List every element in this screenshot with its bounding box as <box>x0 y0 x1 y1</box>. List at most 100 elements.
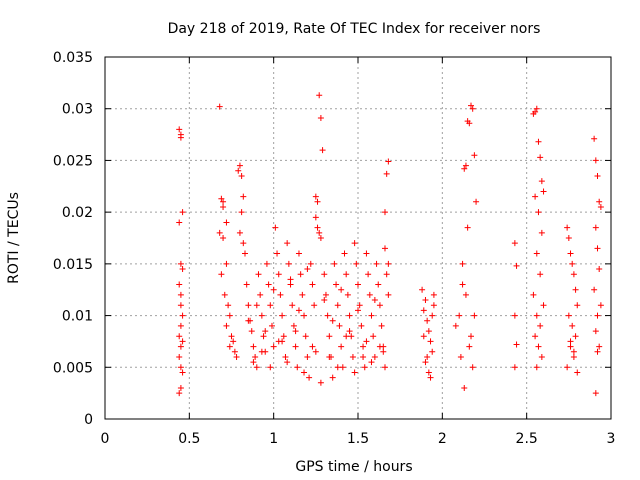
data-point <box>245 302 252 309</box>
data-point <box>592 224 599 231</box>
data-point <box>511 364 518 371</box>
data-point <box>567 338 574 345</box>
data-point <box>596 266 603 273</box>
data-point <box>177 260 184 267</box>
y-tick-label: 0.025 <box>53 153 93 169</box>
data-point <box>301 312 308 319</box>
data-point <box>334 364 341 371</box>
data-point <box>314 198 321 205</box>
data-point <box>253 364 260 371</box>
data-point <box>216 229 223 236</box>
data-point <box>361 364 368 371</box>
data-point <box>322 291 329 298</box>
data-point <box>381 245 388 252</box>
data-point <box>378 322 385 329</box>
data-point <box>220 203 227 210</box>
data-point <box>226 343 233 350</box>
tick-layer: 0 0.5 1 1.5 2 2.5 3 0 0.005 0.01 0.015 0.02 0.025 0.0… <box>53 50 616 447</box>
data-point <box>422 297 429 304</box>
data-point <box>176 281 183 288</box>
data-point <box>341 250 348 257</box>
data-point <box>238 172 245 179</box>
data-point <box>456 312 463 319</box>
data-point <box>334 302 341 309</box>
data-point <box>537 322 544 329</box>
data-point <box>349 353 356 360</box>
data-point <box>597 203 604 210</box>
data-point <box>538 353 545 360</box>
data-point <box>385 260 392 267</box>
data-point <box>459 260 466 267</box>
data-point <box>262 328 269 335</box>
data-point <box>356 302 363 309</box>
x-axis-label: GPS time / hours <box>295 459 412 475</box>
data-point <box>511 240 518 247</box>
data-point <box>567 250 574 257</box>
y-axis-label: ROTI / TECUs <box>6 192 22 284</box>
data-point <box>351 240 358 247</box>
data-point <box>427 338 434 345</box>
data-point <box>309 281 316 288</box>
data-point <box>592 157 599 164</box>
data-point <box>258 312 265 319</box>
data-point <box>473 198 480 205</box>
data-point <box>282 353 289 360</box>
data-point <box>236 162 243 169</box>
y-tick-label: 0 <box>84 412 93 428</box>
data-point <box>260 333 267 340</box>
data-point <box>299 291 306 298</box>
x-tick-label: 1.5 <box>347 431 369 447</box>
data-point <box>427 374 434 381</box>
data-point <box>177 134 184 141</box>
data-point <box>381 209 388 216</box>
data-point <box>312 193 319 200</box>
data-point <box>295 250 302 257</box>
data-point <box>257 291 264 298</box>
data-point <box>429 312 436 319</box>
data-point <box>250 359 257 366</box>
data-point <box>462 291 469 298</box>
data-point <box>301 369 308 376</box>
data-point <box>225 302 232 309</box>
data-point <box>267 302 274 309</box>
data-point <box>358 322 365 329</box>
data-point <box>253 302 260 309</box>
data-point <box>250 343 257 350</box>
data-point <box>176 390 183 397</box>
data-point <box>570 271 577 278</box>
data-point <box>336 322 343 329</box>
data-point <box>540 188 547 195</box>
data-point <box>312 214 319 221</box>
data-point <box>363 250 370 257</box>
data-point <box>319 147 326 154</box>
data-point <box>218 195 225 202</box>
data-point <box>538 229 545 236</box>
data-point <box>238 209 245 216</box>
data-point <box>268 322 275 329</box>
data-point <box>592 328 599 335</box>
data-point <box>420 333 427 340</box>
data-point <box>231 348 238 355</box>
data-point <box>351 369 358 376</box>
data-point <box>346 312 353 319</box>
data-point <box>464 224 471 231</box>
data-point <box>284 359 291 366</box>
data-point <box>596 343 603 350</box>
data-point <box>346 328 353 335</box>
points-layer <box>176 92 604 397</box>
data-point <box>533 105 540 112</box>
data-point <box>177 291 184 298</box>
data-point <box>468 333 475 340</box>
y-tick-label: 0.005 <box>53 360 93 376</box>
data-point <box>226 312 233 319</box>
data-point <box>564 224 571 231</box>
data-point <box>179 209 186 216</box>
data-point <box>279 312 286 319</box>
data-point <box>290 322 297 329</box>
data-point <box>176 353 183 360</box>
data-point <box>343 271 350 278</box>
data-point <box>533 250 540 257</box>
data-point <box>329 317 336 324</box>
data-point <box>275 271 282 278</box>
data-point <box>469 105 476 112</box>
